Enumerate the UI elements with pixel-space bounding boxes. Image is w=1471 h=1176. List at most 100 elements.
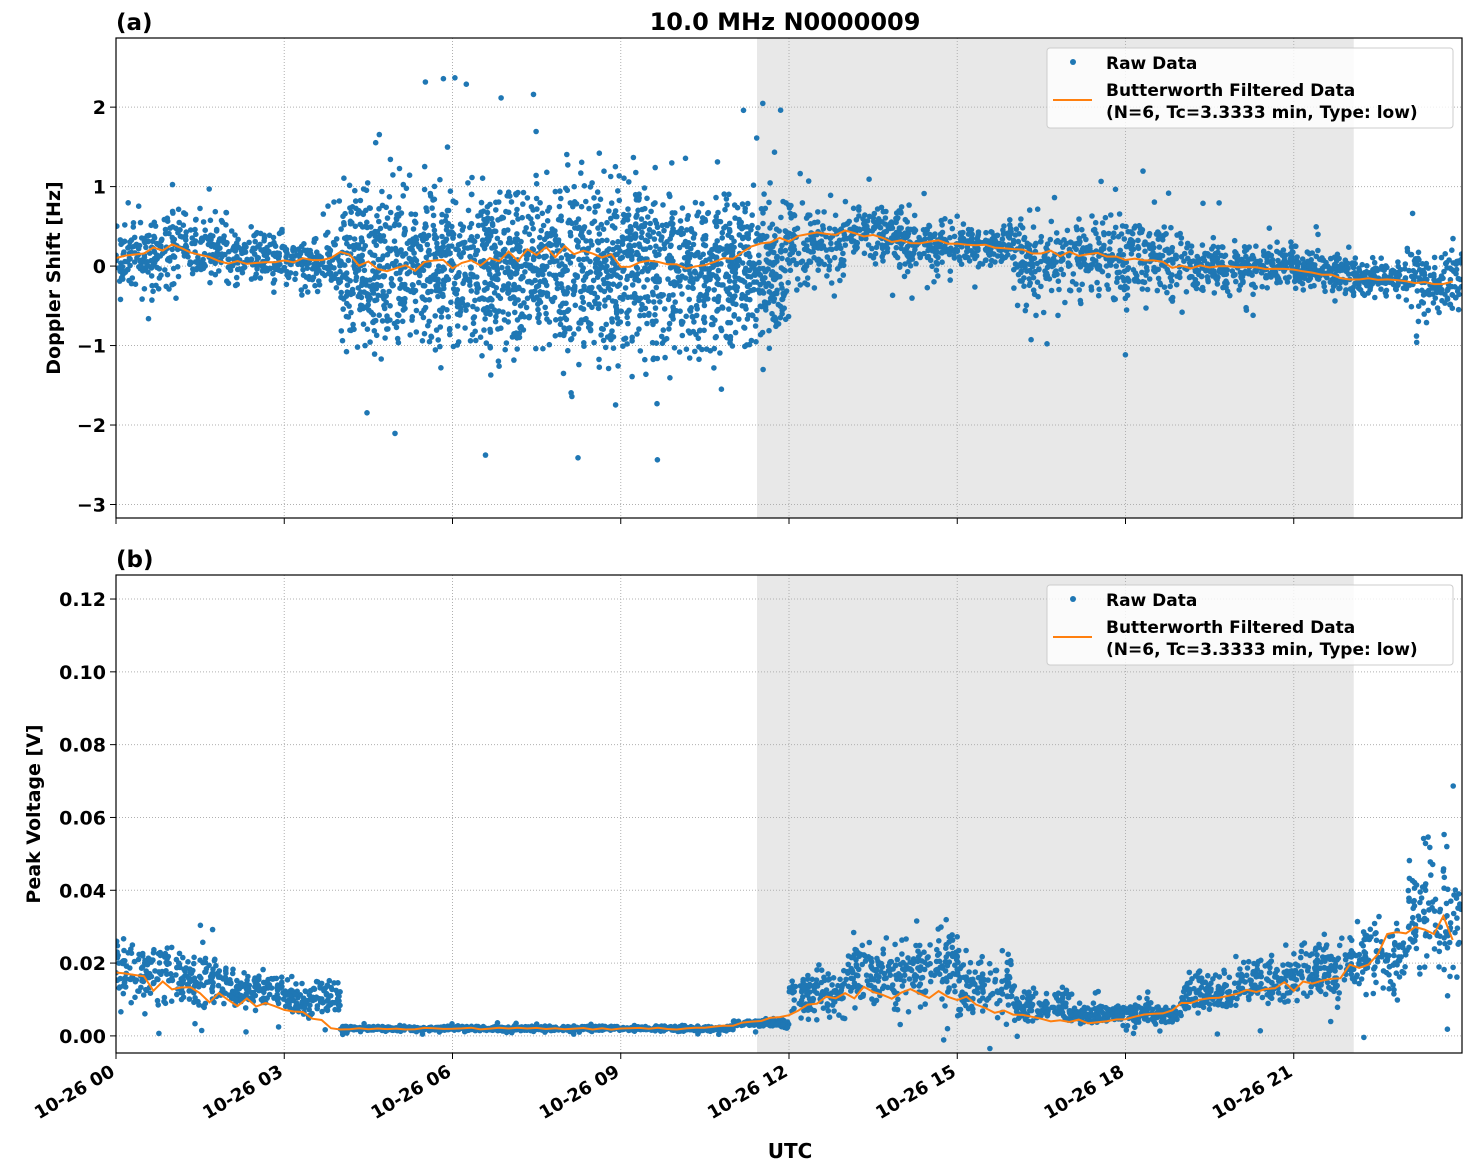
y-tick-label: −3 <box>77 494 106 516</box>
raw-point <box>136 203 142 209</box>
raw-point <box>208 218 214 224</box>
raw-point <box>689 229 695 235</box>
raw-point <box>1414 340 1420 346</box>
raw-point <box>1080 247 1086 253</box>
raw-point <box>230 971 236 977</box>
raw-point <box>555 281 561 287</box>
raw-point <box>299 287 305 293</box>
raw-point <box>525 195 531 201</box>
raw-point <box>540 272 546 278</box>
raw-point <box>121 936 127 942</box>
raw-point <box>210 927 216 933</box>
raw-point <box>432 197 438 203</box>
raw-point <box>243 1005 249 1011</box>
raw-point <box>1018 244 1024 250</box>
raw-point <box>805 275 811 281</box>
raw-point <box>312 995 318 1001</box>
raw-point <box>206 186 212 192</box>
raw-point <box>401 182 407 188</box>
raw-point <box>501 215 507 221</box>
raw-point <box>197 206 203 212</box>
raw-point <box>781 267 787 273</box>
raw-point <box>1357 286 1363 292</box>
raw-point <box>570 204 576 210</box>
raw-point <box>579 160 585 166</box>
raw-point <box>785 280 791 286</box>
raw-point <box>410 282 416 288</box>
raw-point <box>1052 270 1058 276</box>
raw-point <box>498 325 504 331</box>
raw-point <box>211 243 217 249</box>
raw-point <box>317 984 323 990</box>
raw-point <box>922 236 928 242</box>
raw-point <box>411 226 417 232</box>
raw-point <box>867 214 873 220</box>
raw-point <box>1384 288 1390 294</box>
raw-point <box>1170 298 1176 304</box>
raw-point <box>209 986 215 992</box>
raw-point <box>897 262 903 268</box>
raw-point <box>356 294 362 300</box>
raw-point <box>263 265 269 271</box>
raw-point <box>413 299 419 305</box>
raw-point <box>683 156 689 162</box>
raw-point <box>1067 262 1073 268</box>
raw-point <box>754 279 760 285</box>
raw-point <box>379 189 385 195</box>
raw-point <box>375 229 381 235</box>
raw-point <box>148 990 154 996</box>
raw-point <box>482 287 488 293</box>
raw-point <box>1096 240 1102 246</box>
raw-point <box>1007 222 1013 228</box>
raw-point <box>1095 266 1101 272</box>
raw-point <box>219 251 225 257</box>
raw-point <box>405 287 411 293</box>
raw-point <box>667 321 673 327</box>
raw-point <box>1027 283 1033 289</box>
raw-point <box>737 232 743 238</box>
raw-point <box>628 224 634 230</box>
raw-point <box>592 209 598 215</box>
raw-point <box>1076 236 1082 242</box>
raw-point <box>1174 232 1180 238</box>
raw-point <box>481 208 487 214</box>
raw-point <box>719 304 725 310</box>
raw-point <box>1424 320 1430 326</box>
raw-point <box>639 216 645 222</box>
raw-point <box>615 363 621 369</box>
raw-point <box>1112 296 1118 302</box>
raw-point <box>1264 259 1270 265</box>
raw-point <box>339 328 345 334</box>
raw-point <box>633 192 639 198</box>
raw-point <box>1370 255 1376 261</box>
raw-point <box>185 959 191 965</box>
raw-point <box>754 135 760 141</box>
raw-point <box>245 974 251 980</box>
raw-point <box>456 247 462 253</box>
raw-point <box>509 258 515 264</box>
raw-point <box>145 962 151 968</box>
raw-point <box>374 243 380 249</box>
raw-point <box>1351 293 1357 299</box>
raw-point <box>983 247 989 253</box>
raw-point <box>208 237 214 243</box>
raw-point <box>1274 280 1280 286</box>
raw-point <box>396 205 402 211</box>
raw-point <box>606 281 612 287</box>
raw-point <box>238 980 244 986</box>
raw-point <box>142 259 148 265</box>
y-tick-label: 0.00 <box>59 1026 106 1048</box>
raw-point <box>395 319 401 325</box>
raw-point <box>1301 287 1307 293</box>
raw-point <box>538 228 544 234</box>
raw-point <box>760 221 766 227</box>
raw-point <box>692 349 698 355</box>
raw-point <box>355 344 361 350</box>
raw-point <box>660 292 666 298</box>
raw-point <box>299 262 305 268</box>
raw-point <box>591 340 597 346</box>
raw-point <box>1173 253 1179 259</box>
raw-point <box>372 351 378 357</box>
raw-point <box>1414 333 1420 339</box>
y-tick-label: 0.10 <box>59 662 106 684</box>
